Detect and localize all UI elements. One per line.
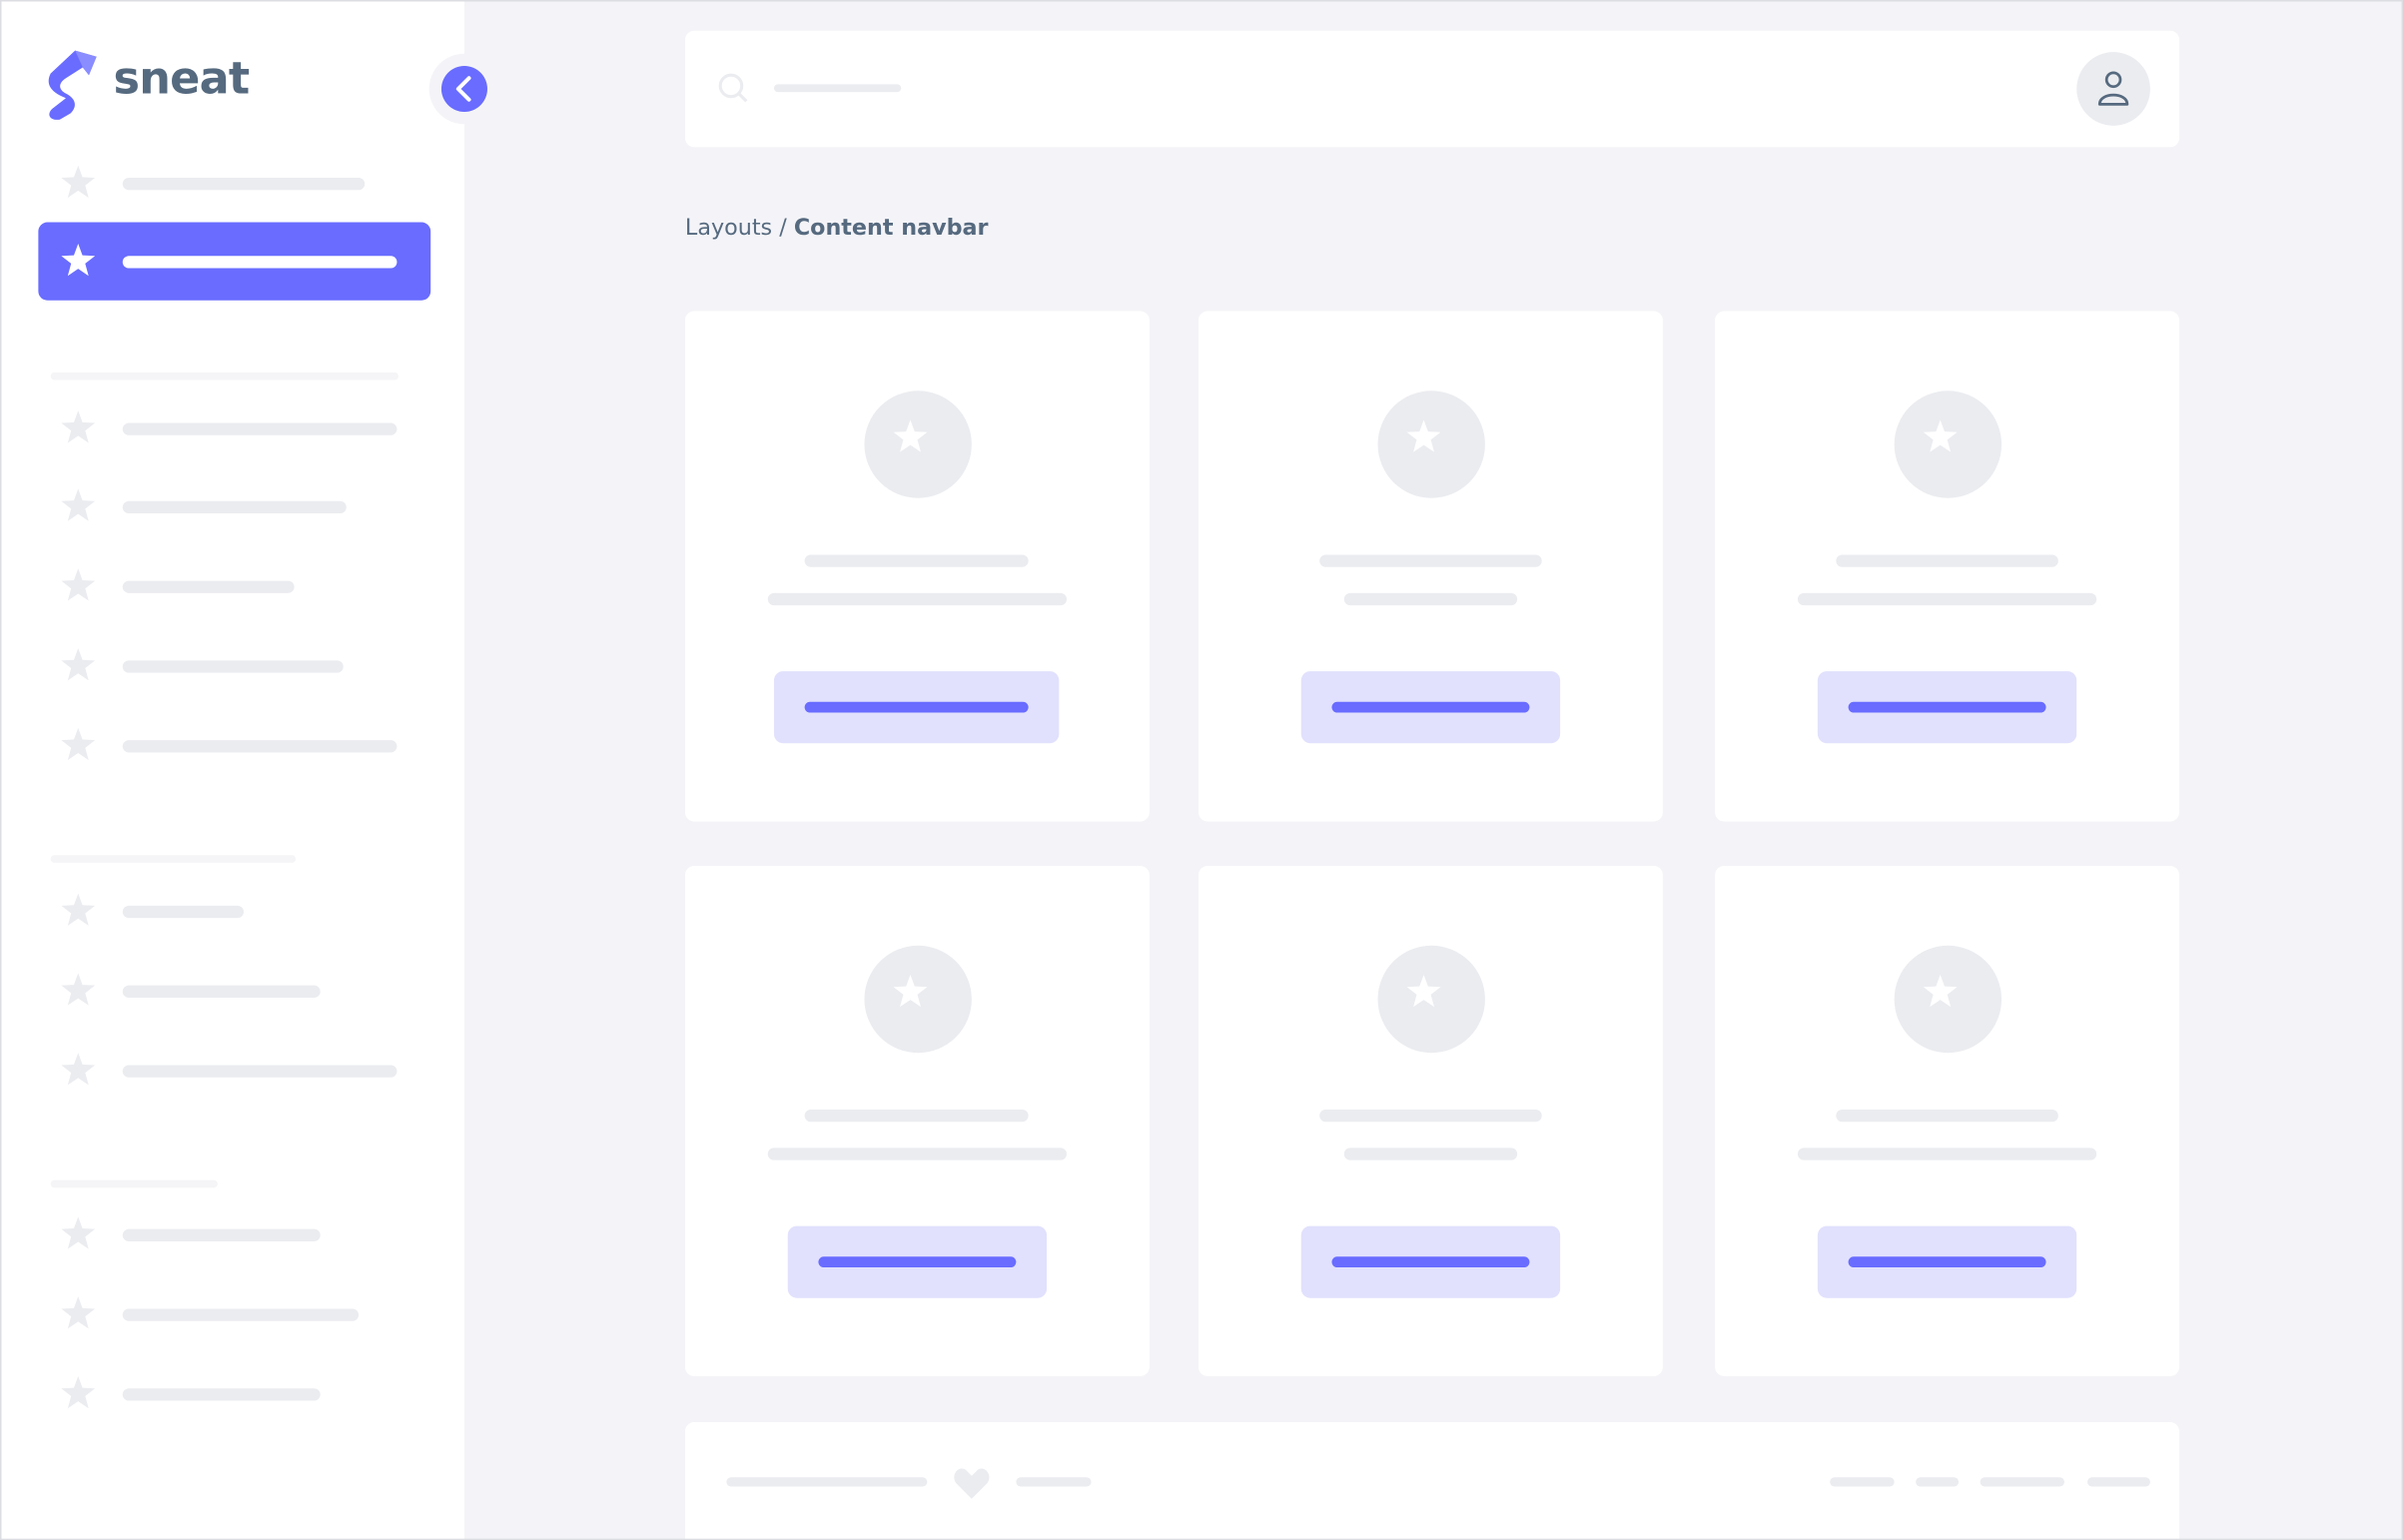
star-icon [61,568,96,601]
footer-link[interactable] [1916,1477,1960,1487]
card-title [1319,1109,1542,1123]
sidebar-item-label [122,500,347,514]
card-subtitle [1343,1148,1518,1160]
logo-icon [48,50,97,120]
search-input[interactable] [773,84,902,93]
star-icon [61,410,96,443]
card-button-label [818,1256,1017,1268]
card-icon-circle [1376,945,1485,1054]
star-icon [61,1296,96,1329]
card-title [1836,1109,2058,1123]
star-icon [892,419,927,452]
chevron-left-icon [455,76,471,102]
card-subtitle [1343,592,1518,606]
card-title [804,1109,1029,1123]
card-button[interactable] [1300,671,1561,744]
top-navbar [684,30,2180,148]
content-card [1198,311,1663,822]
footer [684,1422,2180,1539]
star-icon [61,973,96,1006]
footer-link[interactable] [2086,1477,2150,1487]
content-card [1715,311,2180,822]
content-card [1198,865,1663,1376]
star-icon [1405,974,1440,1008]
sidebar-section-header [50,372,399,381]
breadcrumb-separator: / [772,216,794,241]
star-icon [61,727,96,761]
star-icon [61,488,96,521]
star-icon [1923,419,1957,452]
card-button[interactable] [1300,1225,1561,1298]
card-title [1836,554,2058,567]
sidebar-item-label [122,422,398,435]
card-subtitle [1797,1148,2097,1160]
card-icon-circle [1893,390,2002,498]
card-button[interactable] [1817,1225,2077,1298]
sidebar-item-label [122,580,295,593]
star-icon [1405,419,1440,452]
card-button-label [1848,1256,2046,1268]
breadcrumb: Layouts / Content navbar [685,216,989,241]
sidebar-section-header [50,1179,218,1188]
sidebar-item-label [122,905,244,919]
sidebar-item-label [122,740,398,753]
heart-icon [954,1468,990,1499]
card-button[interactable] [773,671,1060,744]
card-button-label [1848,701,2046,713]
card-icon-circle [863,390,972,498]
card-subtitle [767,1148,1068,1160]
card-button[interactable] [787,1225,1048,1298]
sidebar: sneat [1,1,464,1539]
footer-link[interactable] [1016,1477,1092,1487]
star-icon [61,893,96,926]
sidebar-item-label [122,985,321,998]
card-subtitle [767,592,1068,606]
star-icon [61,1216,96,1249]
card-icon-circle [863,945,972,1054]
card-button[interactable] [1817,671,2077,744]
card-icon-circle [1893,945,2002,1054]
card-button-label [1331,701,1530,713]
star-icon [1923,974,1957,1008]
card-subtitle [1797,592,2097,606]
star-icon [61,1375,96,1409]
sidebar-item-label [122,1065,398,1078]
user-avatar[interactable] [2076,52,2150,126]
footer-text [726,1477,928,1487]
card-button-label [1331,1256,1530,1268]
content-card [684,865,1150,1376]
sidebar-section-header [50,855,297,863]
star-icon [61,165,96,198]
search-icon[interactable] [717,72,751,106]
card-icon-circle [1376,390,1485,498]
content-card [684,311,1150,822]
card-title [804,554,1029,567]
star-icon [61,1053,96,1086]
breadcrumb-parent[interactable]: Layouts [684,216,773,241]
star-icon [61,243,96,277]
breadcrumb-current: Content navbar [793,216,989,241]
sidebar-item-label [122,1228,321,1241]
brand-name: sneat [113,52,251,105]
user-icon [2097,71,2129,106]
sidebar-item-label [122,1388,321,1401]
star-icon [892,974,927,1008]
card-button-label [804,701,1029,713]
footer-link[interactable] [1830,1477,1895,1487]
sidebar-item-label [122,1308,360,1321]
sidebar-collapse-button[interactable] [440,65,487,113]
sidebar-item-label [122,660,344,673]
star-icon [61,648,96,681]
card-title [1319,554,1542,567]
content-card [1715,865,2180,1376]
footer-link[interactable] [1980,1477,2064,1487]
sidebar-item-label [122,256,398,269]
sidebar-item-label [122,178,366,191]
